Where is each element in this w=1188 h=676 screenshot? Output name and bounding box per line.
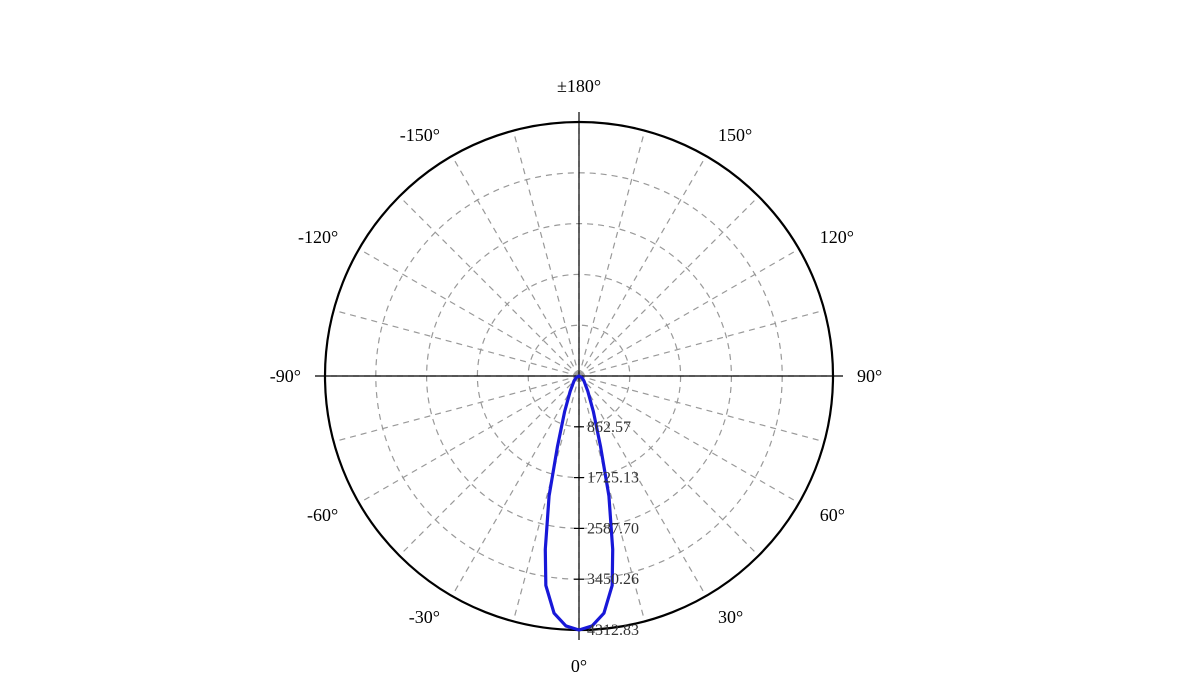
angle-label: -90°: [270, 366, 301, 386]
radial-tick-labels: 862.57 1725.13 2587.70 3450.26 4312.83: [587, 419, 639, 639]
angle-label: 120°: [820, 227, 854, 247]
radial-tick-label: 2587.70: [587, 520, 639, 537]
angle-label: ±180°: [557, 76, 601, 96]
polar-chart: 862.57 1725.13 2587.70 3450.26 4312.83 0° 30°…: [0, 0, 1188, 676]
grid-spoke: [579, 310, 824, 376]
angle-label: -120°: [298, 227, 338, 247]
angle-label: 30°: [718, 607, 743, 627]
grid-spoke: [359, 376, 579, 503]
grid-spoke: [579, 249, 799, 376]
angle-label: 150°: [718, 125, 752, 145]
grid-spoke: [513, 131, 579, 376]
angle-label: 60°: [820, 505, 845, 525]
angle-label: -30°: [409, 607, 440, 627]
grid-spoke: [359, 249, 579, 376]
grid-spoke: [452, 156, 579, 376]
radial-tick-label: 862.57: [587, 419, 631, 436]
grid-spoke: [399, 376, 579, 556]
radial-tick-label: 4312.83: [587, 622, 639, 639]
radial-tick-label: 1725.13: [587, 470, 639, 487]
angle-label: 90°: [857, 366, 882, 386]
grid-spoke: [579, 131, 645, 376]
grid-spoke: [334, 310, 579, 376]
grid-spoke: [399, 196, 579, 376]
angle-label: -150°: [400, 125, 440, 145]
grid-spoke: [452, 376, 579, 596]
radial-tick-label: 3450.26: [587, 571, 639, 588]
grid-spoke: [579, 156, 706, 376]
angle-label: -60°: [307, 505, 338, 525]
angle-label: 0°: [571, 656, 587, 676]
grid-spoke: [334, 376, 579, 442]
grid-spoke: [579, 196, 759, 376]
